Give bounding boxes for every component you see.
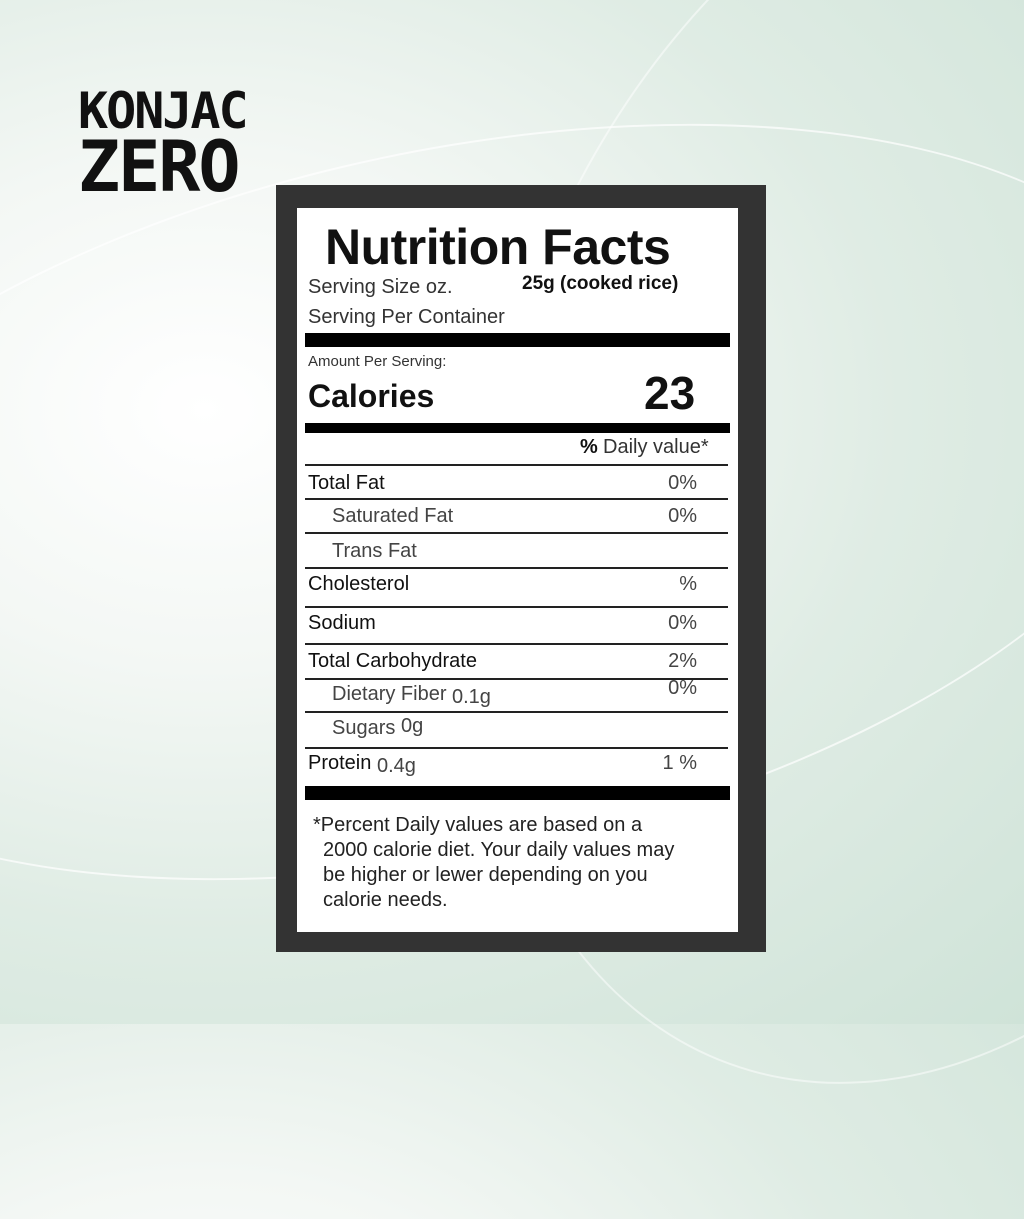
nutrient-name: Cholesterol xyxy=(308,573,410,595)
footnote-line: calorie needs. xyxy=(323,889,448,911)
amount-per-serving: Amount Per Serving: xyxy=(308,353,447,370)
nutrient-daily-value: 0% xyxy=(668,677,697,699)
nutrient-name: Sodium xyxy=(308,612,376,634)
divider xyxy=(305,711,728,713)
calories-value: 23 xyxy=(644,367,696,419)
nutrient-daily-value: % xyxy=(679,573,697,595)
nutrient-name: Dietary Fiber xyxy=(332,683,447,705)
nutrient-amount: 0g xyxy=(401,715,424,737)
daily-value-percent: % xyxy=(580,436,598,458)
serving-size-label: Serving Size oz. xyxy=(308,276,453,298)
nutrient-name: Trans Fat xyxy=(332,540,417,562)
brand-line2: ZERO xyxy=(78,126,241,208)
divider xyxy=(305,498,728,500)
nutrient-name: Saturated Fat xyxy=(332,505,454,527)
footnote-line: be higher or lewer depending on you xyxy=(323,864,648,886)
nutrient-name: Sugars xyxy=(332,717,396,739)
brand-logo: KONJAC ZERO xyxy=(78,82,249,208)
divider xyxy=(305,747,728,749)
serving-size-value: 25g (cooked rice) xyxy=(522,273,679,294)
nutrient-daily-value: 0% xyxy=(668,472,697,494)
nutrient-name: Total Carbohydrate xyxy=(308,650,477,672)
label-title: Nutrition Facts xyxy=(325,219,671,275)
divider-thick xyxy=(305,333,730,347)
divider-thick xyxy=(305,786,730,800)
daily-value-header: Daily value* xyxy=(603,436,709,458)
divider xyxy=(305,678,728,680)
servings-per-container: Serving Per Container xyxy=(308,306,505,328)
brand-line1: KONJAC xyxy=(78,82,249,140)
nutrient-amount: 0.4g xyxy=(377,755,416,777)
footnote-line: 2000 calorie diet. Your daily values may xyxy=(323,839,675,861)
nutrient-daily-value: 0% xyxy=(668,612,697,634)
divider xyxy=(305,464,728,466)
divider xyxy=(305,606,728,608)
divider xyxy=(305,532,728,534)
divider-medium xyxy=(305,423,730,433)
nutrient-daily-value: 2% xyxy=(668,650,697,672)
footnote-line: *Percent Daily values are based on a xyxy=(313,814,643,836)
divider xyxy=(305,567,728,569)
nutrient-amount: 0.1g xyxy=(452,686,491,708)
nutrient-daily-value: 0% xyxy=(668,505,697,527)
nutrition-label xyxy=(297,208,738,932)
nutrient-name: Total Fat xyxy=(308,472,385,494)
nutrient-daily-value: 1 % xyxy=(662,752,697,774)
calories-label: Calories xyxy=(308,378,435,414)
divider xyxy=(305,643,728,645)
nutrient-name: Protein xyxy=(308,752,372,774)
